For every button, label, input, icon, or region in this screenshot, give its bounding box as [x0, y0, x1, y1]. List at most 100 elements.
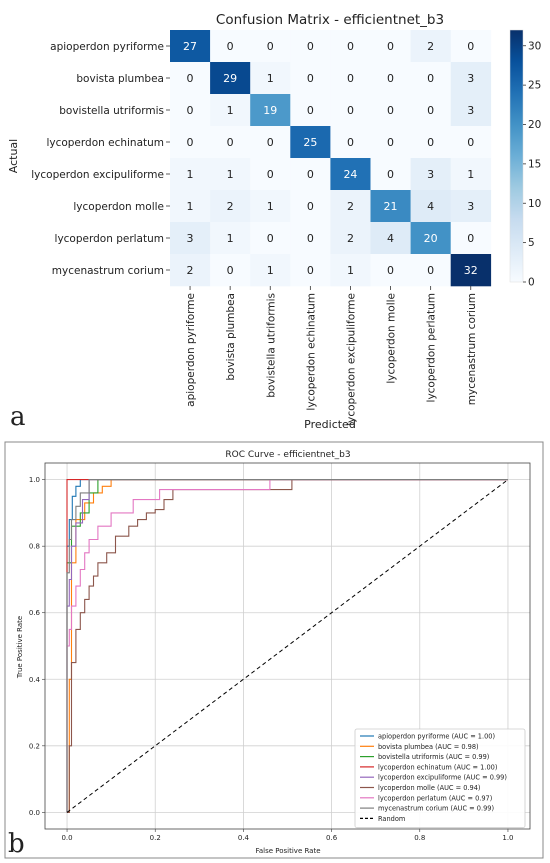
heatmap-cell-value: 0	[307, 40, 314, 53]
random-baseline-line	[66, 479, 509, 813]
roc-x-tick-label: 0.2	[150, 834, 161, 842]
heatmap-cell-value: 2	[347, 200, 354, 213]
heatmap-cell	[410, 158, 451, 191]
legend-label: lycoperdon perlatum (AUC = 0.97)	[378, 794, 492, 802]
roc-series-line	[66, 479, 508, 813]
heatmap-cell	[210, 254, 251, 287]
heatmap-cell	[290, 94, 331, 127]
heatmap-cell-value: 0	[387, 104, 394, 117]
heatmap-cell-value: 24	[343, 168, 357, 181]
heatmap-cell-value: 2	[347, 232, 354, 245]
heatmap-cell-value: 0	[227, 264, 234, 277]
heatmap-cell	[330, 190, 371, 223]
heatmap-cell	[170, 62, 211, 95]
legend-label: Random	[378, 815, 405, 823]
roc-y-tick-label: 1.0	[29, 476, 40, 484]
heatmap-cell-value: 1	[467, 168, 474, 181]
heatmap-cell	[170, 190, 211, 223]
heatmap-cell-value: 0	[307, 168, 314, 181]
heatmap-cell-value: 3	[187, 232, 194, 245]
colorbar-tick-label: 15	[528, 158, 541, 170]
column-label: lycoperdon perlatum	[426, 293, 438, 402]
heatmap-cell-value: 29	[223, 72, 237, 85]
heatmap-cell-value: 0	[347, 136, 354, 149]
heatmap-cell-value: 0	[467, 40, 474, 53]
heatmap-cell	[370, 254, 411, 287]
heatmap-cell	[250, 254, 291, 287]
roc-series-line	[67, 479, 508, 813]
legend-label: mycenastrum corium (AUC = 0.99)	[378, 805, 494, 813]
roc-series-line	[66, 479, 508, 813]
heatmap-cell	[250, 222, 291, 255]
heatmap-cell	[330, 126, 371, 159]
heatmap-cell-value: 0	[427, 136, 434, 149]
legend-label: bovista plumbea (AUC = 0.98)	[378, 743, 479, 751]
heatmap-cell-value: 1	[227, 232, 234, 245]
heatmap-cell	[450, 190, 492, 223]
heatmap-cell	[370, 94, 411, 127]
colorbar-tick-label: 20	[528, 119, 541, 131]
colorbar-tick-label: 10	[528, 198, 541, 210]
roc-y-tick-label: 0.4	[29, 676, 41, 684]
roc-x-tick-label: 0.4	[238, 834, 250, 842]
heatmap-cell	[250, 190, 291, 223]
heatmap-cell-value: 0	[387, 168, 394, 181]
heatmap-cell-value: 0	[347, 40, 354, 53]
heatmap-cell	[450, 222, 492, 255]
heatmap-cell-value: 0	[187, 136, 194, 149]
heatmap-cell	[290, 126, 331, 159]
heatmap-cell-value: 0	[427, 72, 434, 85]
heatmap-cell	[410, 190, 451, 223]
column-label: lycoperdon molle	[386, 293, 398, 384]
roc-y-tick-label: 0.2	[29, 742, 40, 750]
heatmap-cell-value: 0	[387, 40, 394, 53]
heatmap-cell-value: 2	[187, 264, 194, 277]
column-label: bovista plumbea	[225, 293, 237, 381]
heatmap-cell-value: 0	[347, 104, 354, 117]
roc-series-line	[66, 479, 508, 813]
roc-series-line	[67, 479, 508, 813]
heatmap-cell-value: 0	[427, 104, 434, 117]
roc-curve-chart: ROC Curve - efficientnet_b3 False Positi…	[4, 441, 544, 859]
roc-legend: apioperdon pyriforme (AUC = 1.00) bovista…	[354, 728, 526, 829]
heatmap-cell	[250, 126, 291, 159]
heatmap-cell-value: 1	[347, 264, 354, 277]
heatmap-cell	[410, 222, 451, 255]
heatmap-cell	[450, 94, 492, 127]
heatmap-cell-value: 0	[267, 136, 274, 149]
heatmap-cell	[210, 30, 251, 63]
heatmap-cell-value: 1	[267, 200, 274, 213]
heatmap-cell-value: 1	[267, 264, 274, 277]
row-label: bovista plumbea	[76, 73, 164, 85]
legend-label: lycoperdon echinatum (AUC = 1.00)	[378, 763, 497, 771]
confusion-matrix-y-axis-label: Actual	[7, 139, 20, 173]
heatmap-cell	[370, 62, 411, 95]
column-label: bovistella utriformis	[265, 293, 277, 398]
colorbar: 0 5 10 15 20 25 30	[509, 29, 541, 289]
row-label: lycoperdon excipuliforme	[31, 169, 164, 181]
legend-label: bovistella utriformis (AUC = 0.99)	[378, 753, 489, 761]
roc-legend-box	[354, 728, 526, 829]
heatmap-cell-value: 0	[267, 168, 274, 181]
heatmap-cell-value: 20	[424, 232, 438, 245]
heatmap-cell	[450, 30, 492, 63]
column-label: apioperdon pyriforme	[185, 293, 197, 407]
heatmap-cell	[170, 30, 211, 63]
heatmap-cell	[370, 30, 411, 63]
row-label: lycoperdon molle	[73, 201, 164, 213]
heatmap-cell	[210, 126, 251, 159]
heatmap-cell-value: 2	[227, 200, 234, 213]
roc-y-tick-label: 0.0	[29, 809, 40, 817]
heatmap-cell	[170, 222, 211, 255]
heatmap-cell-value: 3	[467, 72, 474, 85]
colorbar-tick-label: 5	[528, 237, 535, 249]
confusion-matrix-column-labels: apioperdon pyriforme bovista plumbea bovis…	[185, 286, 478, 426]
heatmap-cell	[170, 94, 211, 127]
heatmap-cell	[250, 62, 291, 95]
heatmap-cell-value: 1	[187, 168, 194, 181]
colorbar-tick-label: 25	[528, 80, 541, 92]
column-label: mycenastrum corium	[466, 293, 478, 405]
confusion-matrix-cells: 27 0 0 0 0 0 2 00 29 1 0 0 0 0 30 1 19 0 0 0 0 30 0 0 25 0 0 0 01 1 0 0…	[170, 30, 492, 287]
row-label: bovistella utriformis	[59, 105, 164, 117]
